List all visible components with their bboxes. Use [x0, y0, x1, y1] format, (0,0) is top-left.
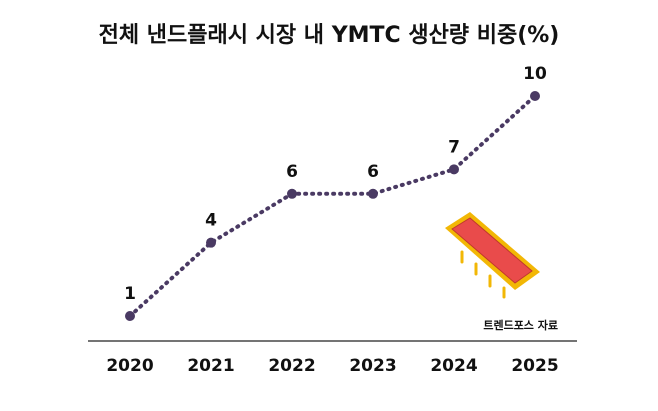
data-label: 6	[286, 162, 298, 182]
point	[449, 164, 459, 175]
x-tick-label: 2020	[106, 356, 153, 376]
x-tick-label: 2025	[511, 356, 558, 376]
point	[530, 91, 540, 101]
x-tick-label: 2023	[349, 356, 396, 376]
data-label: 10	[523, 64, 547, 84]
point	[125, 311, 135, 321]
data-label: 1	[124, 284, 136, 304]
data-label: 7	[448, 137, 460, 157]
point	[368, 188, 378, 199]
source-note: 트렌드포스 자료	[483, 318, 558, 332]
chip-icon	[445, 212, 540, 299]
point	[287, 188, 297, 199]
x-tick-label: 2022	[268, 356, 315, 376]
x-tick-label: 2024	[430, 356, 477, 376]
point	[206, 237, 216, 248]
line	[128, 94, 537, 318]
data-label: 6	[367, 162, 379, 182]
data-label: 4	[205, 211, 217, 231]
chart-title: 전체 낸드플래시 시장 내 YMTC 생산량 비중(%)	[99, 23, 560, 48]
x-tick-label: 2021	[187, 356, 234, 376]
